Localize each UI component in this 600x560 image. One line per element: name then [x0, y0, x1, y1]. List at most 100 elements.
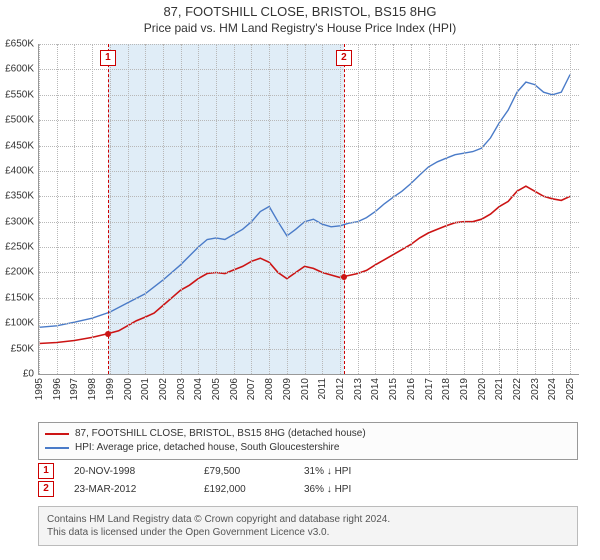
x-tick-label: 2011 [317, 378, 328, 400]
sale-row-diff: 31% ↓ HPI [304, 466, 404, 477]
gridline-h [39, 44, 579, 45]
footer-line: Contains HM Land Registry data © Crown c… [47, 513, 569, 526]
gridline-v [198, 44, 199, 374]
gridline-h [39, 171, 579, 172]
x-tick-label: 2021 [494, 378, 505, 400]
gridline-h [39, 272, 579, 273]
x-tick-label: 2008 [264, 378, 275, 400]
sale-marker-line [344, 44, 345, 374]
chart-subtitle: Price paid vs. HM Land Registry's House … [0, 21, 600, 35]
legend: 87, FOOTSHILL CLOSE, BRISTOL, BS15 8HG (… [38, 422, 578, 460]
y-tick-label: £150K [5, 292, 34, 303]
gridline-v [552, 44, 553, 374]
y-tick-label: £350K [5, 191, 34, 202]
gridline-v [269, 44, 270, 374]
legend-label: HPI: Average price, detached house, Sout… [75, 441, 339, 455]
x-tick-label: 2000 [123, 378, 134, 400]
sale-row-price: £79,500 [204, 466, 284, 477]
sale-row-price: £192,000 [204, 484, 284, 495]
x-tick-label: 2002 [158, 378, 169, 400]
x-tick-label: 1999 [105, 378, 116, 400]
y-tick-label: £550K [5, 89, 34, 100]
x-tick-label: 2012 [335, 378, 346, 400]
x-tick-label: 2004 [193, 378, 204, 400]
y-tick-label: £200K [5, 267, 34, 278]
chart-plot-area: 12 [38, 44, 578, 374]
y-tick-label: £300K [5, 216, 34, 227]
x-tick-label: 2009 [282, 378, 293, 400]
x-tick-label: 1998 [87, 378, 98, 400]
gridline-v [482, 44, 483, 374]
x-tick-label: 2024 [547, 378, 558, 400]
gridline-v [287, 44, 288, 374]
y-tick-label: £100K [5, 318, 34, 329]
gridline-v [163, 44, 164, 374]
y-tick-label: £250K [5, 242, 34, 253]
legend-item-price-paid: 87, FOOTSHILL CLOSE, BRISTOL, BS15 8HG (… [45, 427, 571, 441]
sale-marker-line [108, 44, 109, 374]
gridline-v [322, 44, 323, 374]
x-tick-label: 2023 [530, 378, 541, 400]
sale-row: 2 23-MAR-2012 £192,000 36% ↓ HPI [38, 480, 578, 498]
y-tick-label: £500K [5, 115, 34, 126]
gridline-h [39, 298, 579, 299]
sale-point [105, 331, 111, 337]
gridline-v [464, 44, 465, 374]
sale-row-date: 20-NOV-1998 [74, 466, 184, 477]
x-axis: 1995199619971998199920002001200220032004… [38, 376, 578, 426]
gridline-v [74, 44, 75, 374]
sale-point [341, 274, 347, 280]
gridline-v [375, 44, 376, 374]
sale-row-badge: 2 [38, 481, 54, 497]
attribution-footer: Contains HM Land Registry data © Crown c… [38, 506, 578, 546]
gridline-v [39, 44, 40, 374]
gridline-v [429, 44, 430, 374]
gridline-v [181, 44, 182, 374]
gridline-v [535, 44, 536, 374]
sale-row-diff: 36% ↓ HPI [304, 484, 404, 495]
y-tick-label: £0 [23, 369, 34, 380]
sale-row-badge: 1 [38, 463, 54, 479]
legend-swatch [45, 447, 69, 449]
x-tick-label: 1995 [34, 378, 45, 400]
x-tick-label: 2020 [477, 378, 488, 400]
gridline-v [411, 44, 412, 374]
footer-line: This data is licensed under the Open Gov… [47, 526, 569, 539]
y-tick-label: £50K [11, 343, 34, 354]
gridline-v [358, 44, 359, 374]
sale-row: 1 20-NOV-1998 £79,500 31% ↓ HPI [38, 462, 578, 480]
gridline-v [234, 44, 235, 374]
gridline-v [340, 44, 341, 374]
gridline-v [393, 44, 394, 374]
x-tick-label: 2018 [441, 378, 452, 400]
gridline-v [216, 44, 217, 374]
gridline-v [110, 44, 111, 374]
x-tick-label: 2005 [211, 378, 222, 400]
x-tick-label: 1997 [69, 378, 80, 400]
gridline-v [499, 44, 500, 374]
x-tick-label: 2016 [406, 378, 417, 400]
x-tick-label: 2022 [512, 378, 523, 400]
gridline-h [39, 69, 579, 70]
x-tick-label: 2017 [424, 378, 435, 400]
x-tick-label: 2010 [300, 378, 311, 400]
gridline-h [39, 146, 579, 147]
y-tick-label: £450K [5, 140, 34, 151]
gridline-v [57, 44, 58, 374]
x-tick-label: 2025 [565, 378, 576, 400]
gridline-v [128, 44, 129, 374]
gridline-v [517, 44, 518, 374]
legend-item-hpi: HPI: Average price, detached house, Sout… [45, 441, 571, 455]
y-tick-label: £400K [5, 165, 34, 176]
x-tick-label: 2006 [229, 378, 240, 400]
y-axis: £0£50K£100K£150K£200K£250K£300K£350K£400… [0, 44, 36, 374]
x-tick-label: 2015 [388, 378, 399, 400]
gridline-h [39, 222, 579, 223]
sale-marker-badge: 2 [336, 50, 352, 66]
gridline-h [39, 247, 579, 248]
sale-marker-badge: 1 [100, 50, 116, 66]
sale-row-date: 23-MAR-2012 [74, 484, 184, 495]
legend-label: 87, FOOTSHILL CLOSE, BRISTOL, BS15 8HG (… [75, 427, 366, 441]
gridline-v [446, 44, 447, 374]
x-tick-label: 2013 [353, 378, 364, 400]
